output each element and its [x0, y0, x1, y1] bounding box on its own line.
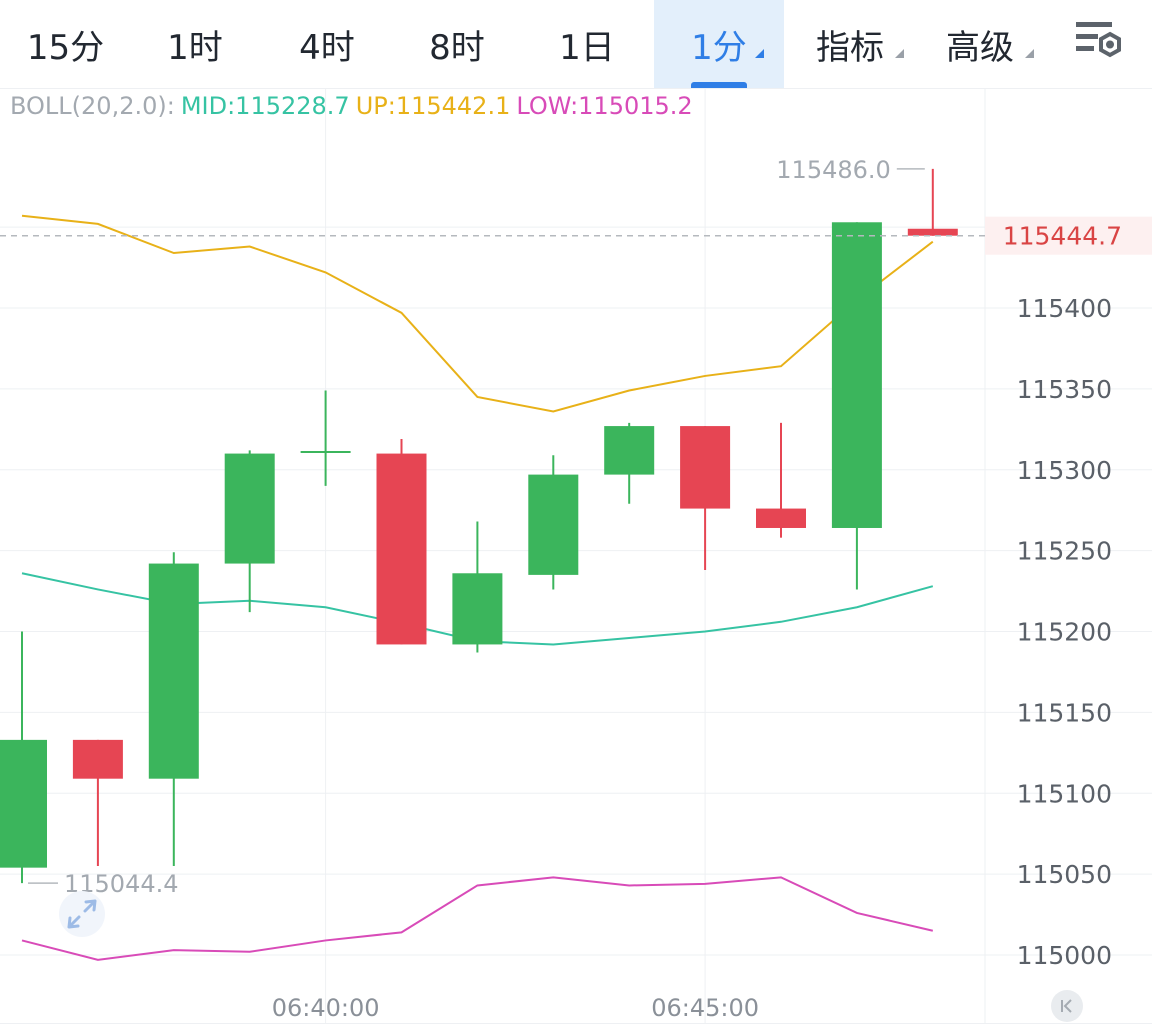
- scroll-to-latest-icon[interactable]: [1051, 990, 1083, 1022]
- price-axis-label: 115100: [1017, 779, 1112, 808]
- candle-body: [0, 739, 47, 868]
- candle-body: [604, 426, 655, 475]
- tab-label: 1分: [691, 27, 747, 68]
- tab-label: 1日: [559, 27, 615, 68]
- candle-body: [452, 573, 503, 645]
- boll-low-line: [21, 876, 934, 961]
- candle-body: [224, 453, 275, 564]
- tab-label: 4时: [299, 27, 355, 68]
- candle-body: [831, 222, 882, 528]
- price-axis-label: 115250: [1017, 537, 1112, 566]
- candlestick-chart[interactable]: 115400 115350 115300 115250 115200 115150 1151…: [0, 88, 1152, 1033]
- tab-label: 指标: [816, 27, 884, 68]
- candle-body: [376, 453, 427, 645]
- boll-up-line: [21, 214, 934, 413]
- boll-legend: BOLL(20,2.0): MID:115228.7 UP:115442.1 LOW:…: [10, 92, 699, 120]
- tab-label: 8时: [429, 27, 485, 68]
- candle-body: [756, 508, 806, 528]
- time-axis-label: 06:45:00: [651, 994, 759, 1022]
- chart-settings-icon[interactable]: [1072, 16, 1128, 68]
- candle-body: [528, 474, 579, 575]
- price-axis-label: 115200: [1017, 618, 1112, 647]
- high-marker-label: 115486.0: [776, 156, 891, 184]
- boll-up-value: UP:115442.1: [355, 92, 511, 120]
- tab-label: 1时: [167, 27, 223, 68]
- tab-5[interactable]: 1分: [654, 0, 784, 88]
- time-axis-label: 06:40:00: [272, 994, 380, 1022]
- price-axis-label: 115350: [1017, 375, 1112, 404]
- tab-3[interactable]: 8时: [398, 0, 516, 88]
- current-price-tag: [985, 216, 1152, 255]
- tab-2[interactable]: 4时: [268, 0, 386, 88]
- tab-1[interactable]: 1时: [135, 0, 255, 88]
- timeframe-tab-bar: 15分 1时 4时 8时 1日 1分 指标 高级: [0, 0, 1152, 89]
- tab-label: 高级: [946, 27, 1014, 68]
- price-axis-label: 115300: [1017, 456, 1112, 485]
- candle-body: [148, 563, 199, 779]
- price-axis-label: 115000: [1017, 941, 1112, 970]
- boll-mid-value: MID:115228.7: [180, 92, 350, 120]
- tab-label: 15分: [26, 27, 105, 68]
- price-axis-label: 115400: [1017, 294, 1112, 323]
- tab-6[interactable]: 指标: [790, 0, 910, 88]
- expand-chart-icon[interactable]: [58, 890, 106, 938]
- boll-name: BOLL(20,2.0):: [10, 92, 175, 120]
- candle-body: [907, 228, 958, 236]
- candle-body: [680, 426, 731, 509]
- price-axis-label: 115150: [1017, 698, 1112, 727]
- tab-4[interactable]: 1日: [528, 0, 646, 88]
- candle-body: [72, 739, 123, 779]
- tab-7[interactable]: 高级: [920, 0, 1040, 88]
- active-tab-underline: [691, 82, 747, 88]
- current-price-label: 115444.7: [1003, 222, 1122, 251]
- boll-low-value: LOW:115015.2: [516, 92, 693, 120]
- dropdown-triangle-icon: [755, 49, 764, 58]
- dropdown-triangle-icon: [895, 49, 904, 58]
- tab-0[interactable]: 15分: [8, 0, 123, 88]
- dropdown-triangle-icon: [1025, 49, 1034, 58]
- price-axis-label: 115050: [1017, 860, 1112, 889]
